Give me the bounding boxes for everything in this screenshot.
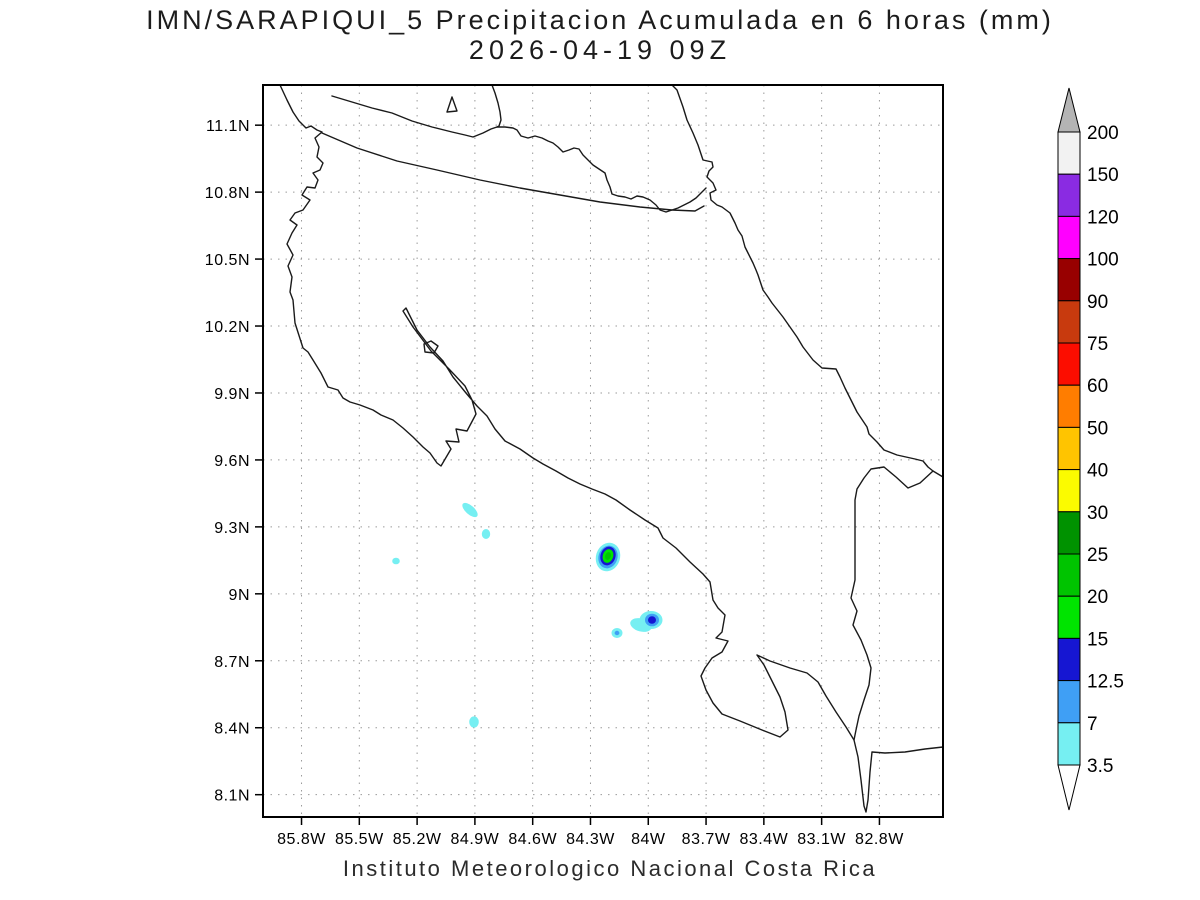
y-tick-label: 8.1N	[214, 788, 250, 805]
colorbar-segment	[1057, 511, 1081, 555]
x-tick-label: 84.3W	[566, 831, 615, 848]
precip-spot-offshore-osa	[648, 616, 656, 624]
x-tick-label: 84.6W	[508, 831, 557, 848]
colorbar-segment	[1057, 342, 1081, 386]
colorbar-label: 25	[1087, 545, 1108, 566]
coastline-pacific-coast	[279, 84, 944, 813]
precip-spot-nicoya-speck	[481, 529, 491, 539]
x-tick-label: 84.9W	[451, 831, 500, 848]
colorbar-segment	[1057, 680, 1081, 724]
colorbar-arrow-top	[1057, 87, 1081, 133]
coastline-island-triangle	[446, 96, 458, 113]
colorbar-label: 15	[1087, 629, 1108, 650]
precip-spot-west-speck	[392, 557, 400, 565]
colorbar-label: 60	[1087, 376, 1108, 397]
colorbar-label: 100	[1087, 250, 1119, 271]
precip-spot-offshore-dot-south	[614, 630, 620, 636]
colorbar-segment	[1057, 469, 1081, 513]
colorbar-arrow-bottom	[1057, 764, 1081, 811]
coastline-panama-border	[850, 466, 934, 741]
colorbar-label: 150	[1087, 165, 1119, 186]
coastline-caribbean-coast	[671, 84, 944, 478]
y-tick-label: 9N	[229, 587, 250, 604]
colorbar-label: 120	[1087, 207, 1119, 228]
y-tick-label: 9.3N	[214, 520, 250, 537]
y-tick-label: 10.2N	[205, 319, 250, 336]
colorbar-segment	[1057, 173, 1081, 217]
chart-title: IMN/SARAPIQUI_5 Precipitacion Acumulada …	[146, 5, 1054, 35]
colorbar-label: 40	[1087, 461, 1108, 482]
x-tick-label: 85.8W	[277, 831, 326, 848]
colorbar-label: 12.5	[1087, 672, 1124, 693]
precip-spot-south-speck	[469, 716, 479, 728]
y-tick-label: 10.5N	[205, 252, 250, 269]
chart-subtitle: 2026-04-19 09Z	[468, 35, 732, 65]
x-tick-label: 83.1W	[797, 831, 846, 848]
colorbar-segment	[1057, 384, 1081, 428]
colorbar-label: 90	[1087, 292, 1108, 313]
colorbar-label: 200	[1087, 123, 1119, 144]
coastline-island-chira	[423, 340, 439, 354]
colorbar-label: 7	[1087, 714, 1098, 735]
footer-attribution: Instituto Meteorologico Nacional Costa R…	[342, 856, 878, 881]
precip-spot-nicoya-streak	[462, 502, 478, 518]
colorbar-segment	[1057, 131, 1081, 175]
colorbar-segment	[1057, 300, 1081, 344]
coastline-lake-east-shore	[491, 84, 502, 128]
colorbar-label: 20	[1087, 587, 1108, 608]
colorbar-segment	[1057, 722, 1081, 766]
coastline-lake-river-line	[331, 95, 707, 213]
x-tick-label: 84W	[631, 831, 666, 848]
precip-spot-offshore-quepos	[605, 552, 611, 560]
colorbar-segment	[1057, 426, 1081, 471]
map-frame	[262, 84, 944, 818]
coastline-nicaragua-border	[321, 132, 705, 212]
colorbar-label: 3.5	[1087, 756, 1113, 777]
y-tick-label: 10.8N	[205, 185, 250, 202]
colorbar-segment	[1057, 215, 1081, 260]
x-tick-label: 83.7W	[682, 831, 731, 848]
x-tick-label: 85.2W	[393, 831, 442, 848]
colorbar-label: 30	[1087, 503, 1108, 524]
y-tick-label: 9.6N	[214, 453, 250, 470]
colorbar-segment	[1057, 637, 1081, 682]
colorbar-label: 75	[1087, 334, 1108, 355]
y-tick-label: 8.7N	[214, 654, 250, 671]
y-tick-label: 9.9N	[214, 386, 250, 403]
y-tick-label: 8.4N	[214, 721, 250, 738]
x-tick-label: 83.4W	[739, 831, 788, 848]
colorbar-segment	[1057, 258, 1081, 302]
x-tick-label: 85.5W	[335, 831, 384, 848]
colorbar-segment	[1057, 553, 1081, 597]
x-tick-label: 82.8W	[855, 831, 904, 848]
y-tick-label: 11.1N	[206, 118, 250, 135]
colorbar-label: 50	[1087, 418, 1108, 439]
colorbar-segment	[1057, 595, 1081, 639]
